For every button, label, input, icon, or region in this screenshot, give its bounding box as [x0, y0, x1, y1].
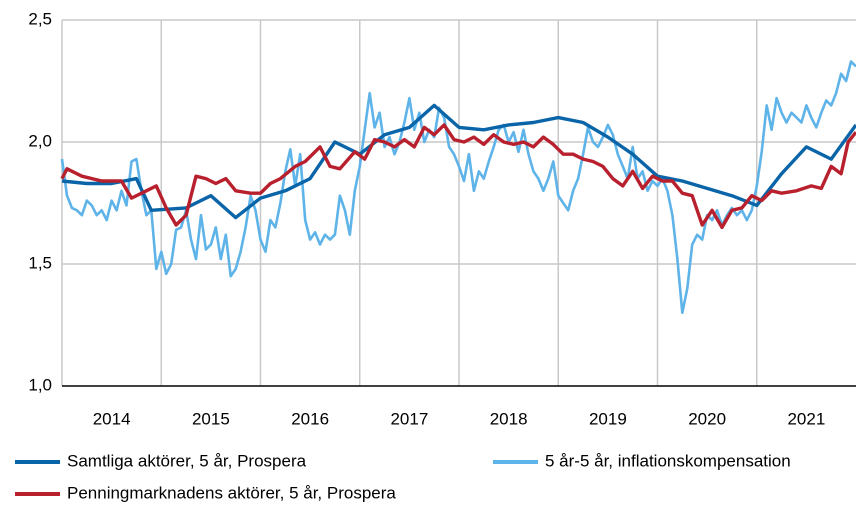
legend-label: Samtliga aktörer, 5 år, Prospera [67, 451, 307, 470]
x-tick-label: 2016 [291, 409, 329, 428]
x-tick-label: 2014 [93, 409, 131, 428]
y-tick-label: 2,5 [28, 9, 52, 28]
legend-label: 5 år-5 år, inflationskompensation [545, 451, 791, 470]
x-tick-label: 2021 [787, 409, 825, 428]
x-tick-label: 2019 [589, 409, 627, 428]
y-tick-label: 1,0 [28, 375, 52, 394]
x-tick-label: 2020 [688, 409, 726, 428]
series-line [60, 123, 856, 230]
x-tick-label: 2017 [390, 409, 428, 428]
legend-label: Penningmarknadens aktörer, 5 år, Prosper… [67, 483, 396, 502]
y-tick-label: 2,0 [28, 131, 52, 150]
x-tick-label: 2015 [192, 409, 230, 428]
x-tick-label: 2018 [490, 409, 528, 428]
y-tick-label: 1,5 [28, 253, 52, 272]
series-line [61, 103, 856, 220]
